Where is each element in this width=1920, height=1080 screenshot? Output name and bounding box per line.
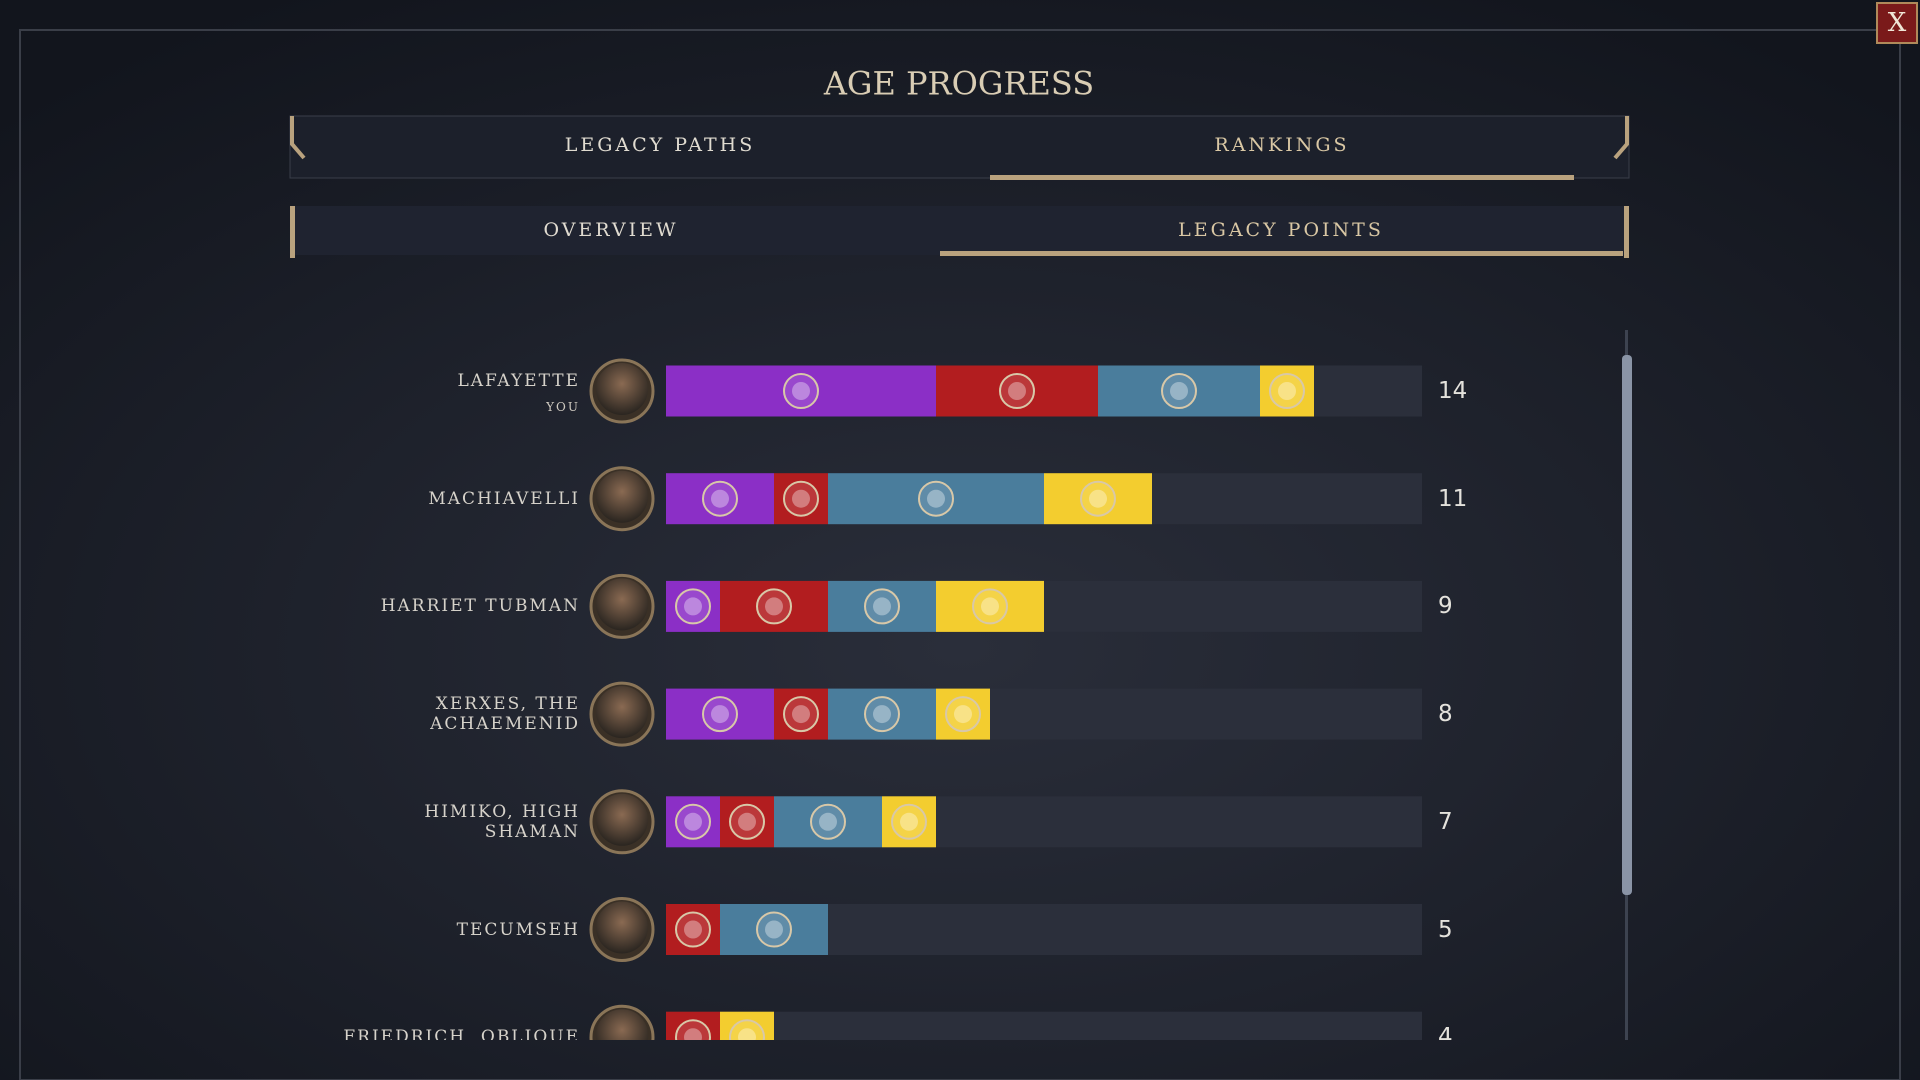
leader-name: LAFAYETTE	[457, 371, 580, 391]
path-icon	[675, 911, 711, 948]
path-icon	[918, 480, 954, 517]
path-icon-core	[1008, 382, 1026, 400]
bar-segment	[666, 1011, 720, 1040]
row-labels: LAFAYETTE 14 MACHIAVELLI 11 HARRIET TUBMAN 9 X…	[0, 330, 1920, 1040]
path-icon	[864, 696, 900, 733]
total-label: 9	[1438, 593, 1453, 620]
path-icon-core	[819, 812, 837, 831]
path-icon	[810, 803, 846, 840]
path-icon	[702, 480, 738, 517]
leader-name: TECUMSEH	[456, 919, 580, 940]
path-icon-core	[927, 489, 945, 508]
tab-ornament	[290, 116, 1629, 160]
portrait	[596, 578, 648, 631]
tab-active[interactable]: RANKINGS	[1214, 134, 1349, 156]
path-icon	[1080, 480, 1116, 517]
tab-underline	[990, 175, 1574, 180]
path-icon-core	[711, 705, 729, 724]
portrait	[596, 686, 648, 739]
path-icon	[999, 373, 1035, 409]
bar-segment	[720, 1011, 774, 1040]
subtab-ornament	[290, 206, 295, 258]
close-label[interactable]: X	[1888, 8, 1907, 38]
scroll-thumb[interactable]	[1622, 355, 1632, 895]
path-icon	[675, 588, 711, 625]
path-icon	[783, 480, 819, 517]
close-button[interactable]	[1876, 2, 1918, 44]
path-icon	[675, 1019, 711, 1040]
leader-name: XERXES, THE ACHAEMENID	[430, 694, 580, 735]
path-icon	[1161, 373, 1197, 409]
path-icon-core	[900, 812, 918, 831]
path-icon	[783, 696, 819, 733]
portrait	[596, 1009, 648, 1040]
path-icon-core	[738, 812, 756, 831]
path-icon	[675, 803, 711, 840]
path-icon	[702, 696, 738, 733]
subtab[interactable]: OVERVIEW	[543, 219, 678, 241]
path-icon	[783, 373, 819, 409]
portrait	[596, 901, 648, 954]
frame	[19, 29, 1901, 1080]
total-label: 7	[1438, 808, 1453, 835]
portrait	[596, 363, 648, 415]
portrait	[596, 793, 648, 846]
total-label: 14	[1438, 378, 1468, 404]
path-icon	[945, 696, 981, 733]
path-icon-core	[981, 597, 999, 616]
leader-name: HARRIET TUBMAN	[380, 596, 580, 617]
subtab-ornament	[1624, 206, 1629, 258]
total-label: 4	[1438, 1024, 1453, 1040]
total-label: 5	[1438, 916, 1453, 943]
path-icon-core	[765, 597, 783, 616]
path-icon-core	[954, 705, 972, 724]
path-icon	[729, 1019, 765, 1040]
path-icon-core	[684, 920, 702, 939]
path-icon	[972, 588, 1008, 625]
path-icon-core	[765, 920, 783, 939]
path-icon-core	[684, 1028, 702, 1040]
path-icon-core	[873, 705, 891, 724]
path-icon-core	[1278, 382, 1296, 400]
path-icon	[864, 588, 900, 625]
title: AGE PROGRESS	[823, 65, 1094, 103]
tab-bar	[289, 115, 1630, 179]
subtab-underline	[940, 251, 1623, 256]
subtab-active[interactable]: LEGACY POINTS	[1178, 219, 1384, 241]
path-icon	[891, 803, 927, 840]
total-label: 8	[1438, 701, 1453, 728]
path-icon	[756, 911, 792, 948]
path-icon	[729, 803, 765, 840]
portrait	[596, 470, 648, 523]
subtab-bar	[290, 206, 1629, 255]
tab[interactable]: LEGACY PATHS	[565, 134, 756, 156]
path-icon	[1269, 373, 1305, 409]
path-icon-core	[711, 489, 729, 508]
total-label: 11	[1438, 485, 1468, 512]
you-label: YOU	[546, 400, 580, 414]
path-icon-core	[738, 1028, 756, 1040]
leader-name: FRIEDRICH, OBLIQUE	[343, 1027, 580, 1040]
path-icon-core	[684, 812, 702, 831]
path-icon-core	[873, 597, 891, 616]
path-icon-core	[684, 597, 702, 616]
path-icon-core	[1170, 382, 1188, 400]
bar-track	[666, 1011, 1422, 1040]
leader-name: MACHIAVELLI	[428, 488, 580, 509]
path-icon-core	[1089, 489, 1107, 508]
path-icon	[756, 588, 792, 625]
leader-name: HIMIKO, HIGH SHAMAN	[424, 801, 580, 842]
path-icon-core	[792, 705, 810, 724]
rows	[589, 358, 1422, 1040]
path-icon-core	[792, 489, 810, 508]
path-icon-core	[792, 382, 810, 400]
